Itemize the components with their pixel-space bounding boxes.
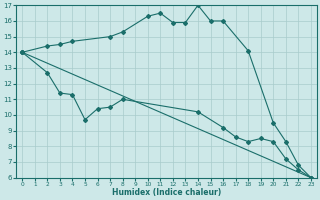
X-axis label: Humidex (Indice chaleur): Humidex (Indice chaleur)	[112, 188, 221, 197]
